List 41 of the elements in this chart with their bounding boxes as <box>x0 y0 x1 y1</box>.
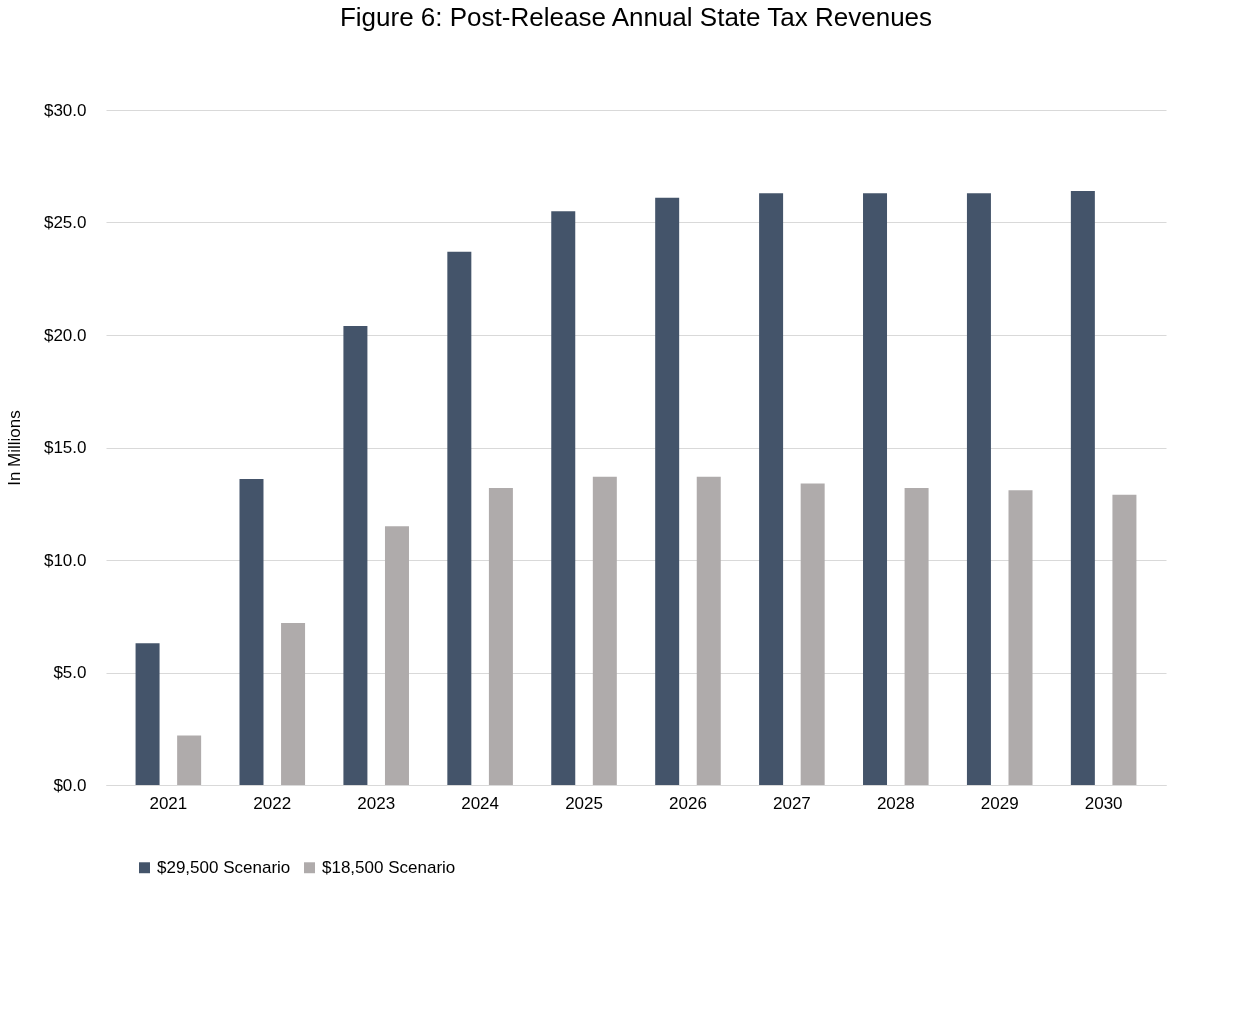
y-tick-label: $30.0 <box>43 100 87 120</box>
bar <box>904 488 929 785</box>
y-tick-label: $20.0 <box>43 325 87 345</box>
legend-label: $18,500 Scenario <box>322 857 456 877</box>
bar <box>239 479 264 785</box>
bar <box>966 193 991 785</box>
bar <box>759 193 784 785</box>
x-tick-label: 2026 <box>669 793 707 813</box>
bar <box>655 197 680 785</box>
y-tick-label: $10.0 <box>43 550 87 570</box>
bar <box>281 623 306 785</box>
y-axis-title: In Millions <box>4 410 24 486</box>
x-tick-label: 2022 <box>253 793 292 813</box>
bar <box>1008 490 1033 785</box>
x-tick-label: 2029 <box>980 793 1019 813</box>
chart-title: Figure 6: Post-Release Annual State Tax Revenues <box>339 2 933 32</box>
bar <box>1070 191 1095 785</box>
y-tick-label: $15.0 <box>43 438 87 457</box>
bar <box>488 488 513 785</box>
bar <box>177 735 202 785</box>
bar <box>384 526 409 785</box>
bar <box>551 211 576 785</box>
bar <box>135 643 160 785</box>
x-tick-label: 2028 <box>876 793 915 813</box>
bar <box>696 476 721 785</box>
bar <box>343 326 368 785</box>
x-tick-label: 2023 <box>357 793 396 813</box>
x-tick-label: 2027 <box>772 793 811 813</box>
bar <box>447 251 472 785</box>
y-tick-label: $25.0 <box>43 213 87 232</box>
legend-label: $29,500 Scenario <box>157 857 291 877</box>
bar <box>1112 494 1137 785</box>
bar <box>592 476 617 785</box>
bar <box>863 193 888 785</box>
x-tick-label: 2021 <box>149 793 188 813</box>
x-tick-label: 2030 <box>1084 793 1123 813</box>
bar <box>800 483 825 785</box>
y-tick-label: $0.0 <box>53 775 87 795</box>
y-tick-label: $5.0 <box>53 663 87 682</box>
x-tick-label: 2025 <box>565 793 603 813</box>
x-tick-label: 2024 <box>461 793 500 813</box>
